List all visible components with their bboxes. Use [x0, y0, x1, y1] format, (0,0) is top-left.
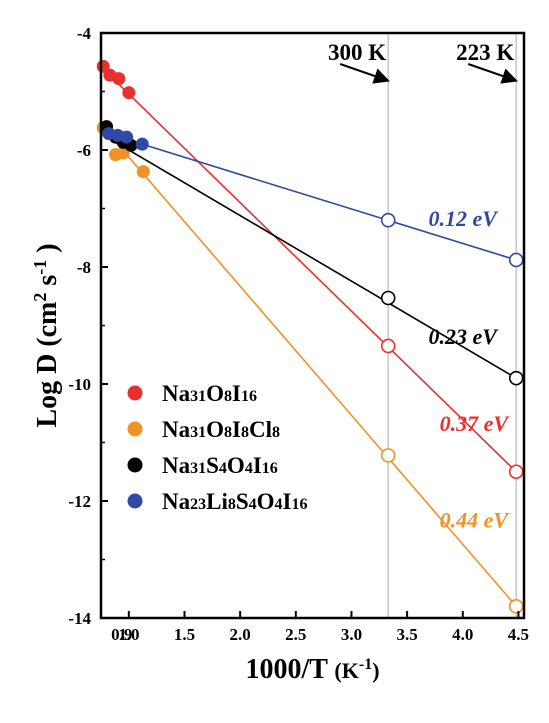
legend-element: Na	[162, 381, 191, 406]
x-tick-label: 3.0	[341, 625, 362, 644]
legend-marker	[127, 421, 143, 437]
legend-subscript: 31	[190, 388, 206, 405]
y-tick-label: -10	[68, 375, 91, 394]
legend-subscript: 16	[241, 388, 257, 405]
legend-entry: Na31O8I8Cl8	[162, 417, 280, 442]
x-axis-unit-text: (K	[334, 658, 358, 683]
legend-element: O	[257, 489, 275, 514]
x-axis-title: 1000/T (K-1)	[245, 654, 379, 685]
legend-subscript: 8	[241, 424, 249, 441]
temperature-arrow	[467, 63, 518, 84]
legend-subscript: 8	[224, 388, 232, 405]
extrapolated-point	[380, 338, 396, 354]
legend-element: I	[232, 417, 241, 442]
legend-subscript: 8	[272, 424, 280, 441]
legend-subscript: 16	[292, 496, 308, 513]
activation-energy-label: 0.12 eV	[429, 206, 500, 231]
y-tick-label: -8	[77, 258, 91, 277]
legend-element: O	[206, 381, 224, 406]
legend-subscript: 8	[224, 424, 232, 441]
legend-subscript: 4	[249, 496, 257, 513]
legend-entry: Na23Li8S4O4I16	[162, 489, 308, 514]
plot-area: 1.0 1.5 2.0 2.5 3.0 3.5 4.0 4.5 0.9 -4 -6 -8 -10 -12 -…	[68, 24, 529, 644]
legend-subscript: 23	[190, 496, 206, 513]
legend-subscript: 4	[219, 460, 227, 477]
y-axis-unit-text: (cm	[32, 302, 63, 347]
x-tick-label: 3.5	[396, 625, 417, 644]
legend-element: I	[253, 453, 262, 478]
y-tick-label: -6	[77, 141, 91, 160]
legend-marker	[127, 457, 143, 473]
x-tick-label: 0.9	[111, 625, 132, 644]
data-point	[120, 130, 134, 144]
legend-element: I	[232, 381, 241, 406]
legend-element: Li	[206, 489, 228, 514]
y-tick-label: -12	[68, 492, 91, 511]
data-point	[122, 86, 136, 100]
legend-element: I	[283, 489, 292, 514]
x-tick-label: 1.0	[118, 625, 139, 644]
y-axis-title: Log D (cm2 s-1 )	[30, 243, 63, 427]
legend-entry: Na31S4O4I16	[162, 453, 278, 478]
legend-entry: Na31O8I16	[162, 381, 257, 406]
activation-energy-label: 0.44 eV	[440, 507, 511, 532]
legend-element: Na	[162, 417, 191, 442]
y-axis-unit-superscript: 2	[30, 293, 50, 302]
legend-element: Cl	[249, 417, 272, 442]
legend-subscript: 16	[262, 460, 278, 477]
legend-element: O	[206, 417, 224, 442]
fit-line	[100, 132, 517, 379]
legend-subscript: 8	[228, 496, 236, 513]
legend-element: Na	[162, 453, 191, 478]
activation-energy-label: 0.23 eV	[429, 324, 500, 349]
data-point	[112, 72, 126, 86]
y-tick-label: -4	[77, 24, 92, 43]
temperature-label: 300 K	[328, 40, 386, 65]
legend-subscript: 4	[275, 496, 283, 513]
extrapolated-point	[380, 290, 396, 306]
x-axis-unit-text: )	[372, 658, 379, 683]
data-point	[136, 165, 150, 179]
y-axis-label-text: Log D	[32, 347, 63, 428]
extrapolated-point	[380, 448, 396, 463]
fit-line	[100, 66, 517, 473]
y-axis-unit-text: )	[32, 243, 63, 259]
legend-subscript: 4	[245, 460, 253, 477]
legend-element: S	[206, 453, 219, 478]
legend-subscript: 31	[190, 460, 206, 477]
temperature-label: 223 K	[456, 40, 514, 65]
legend-element: O	[227, 453, 245, 478]
extrapolated-point	[508, 598, 524, 614]
y-axis-unit-text: s	[32, 275, 63, 293]
temperature-arrow	[339, 63, 390, 84]
data-point	[135, 137, 149, 151]
extrapolated-point	[508, 370, 524, 386]
activation-energy-label: 0.37 eV	[440, 411, 511, 436]
legend-subscript: 31	[190, 424, 206, 441]
fit-line	[104, 131, 517, 261]
legend-marker	[127, 385, 143, 401]
x-axis-unit-superscript: -1	[359, 656, 372, 673]
fit-line	[100, 124, 517, 607]
x-tick-label: 4.5	[508, 625, 529, 644]
extrapolated-point	[380, 212, 396, 228]
x-tick-label: 1.5	[174, 625, 195, 644]
y-tick-label: -14	[68, 609, 91, 628]
annotation-layer: Log D (cm2 s-1 )1000/T (K-1)300 K 223 K0.…	[30, 40, 518, 685]
legend-element: Na	[162, 489, 191, 514]
y-axis-unit-superscript: -1	[30, 260, 50, 275]
x-tick-label: 2.0	[230, 625, 251, 644]
legend-marker	[127, 493, 143, 509]
x-tick-label: 4.0	[452, 625, 473, 644]
legend-element: S	[236, 489, 249, 514]
x-tick-label: 2.5	[285, 625, 306, 644]
x-axis-label-text: 1000/T	[245, 654, 334, 685]
extrapolated-point	[508, 464, 524, 480]
extrapolated-point	[508, 252, 524, 268]
